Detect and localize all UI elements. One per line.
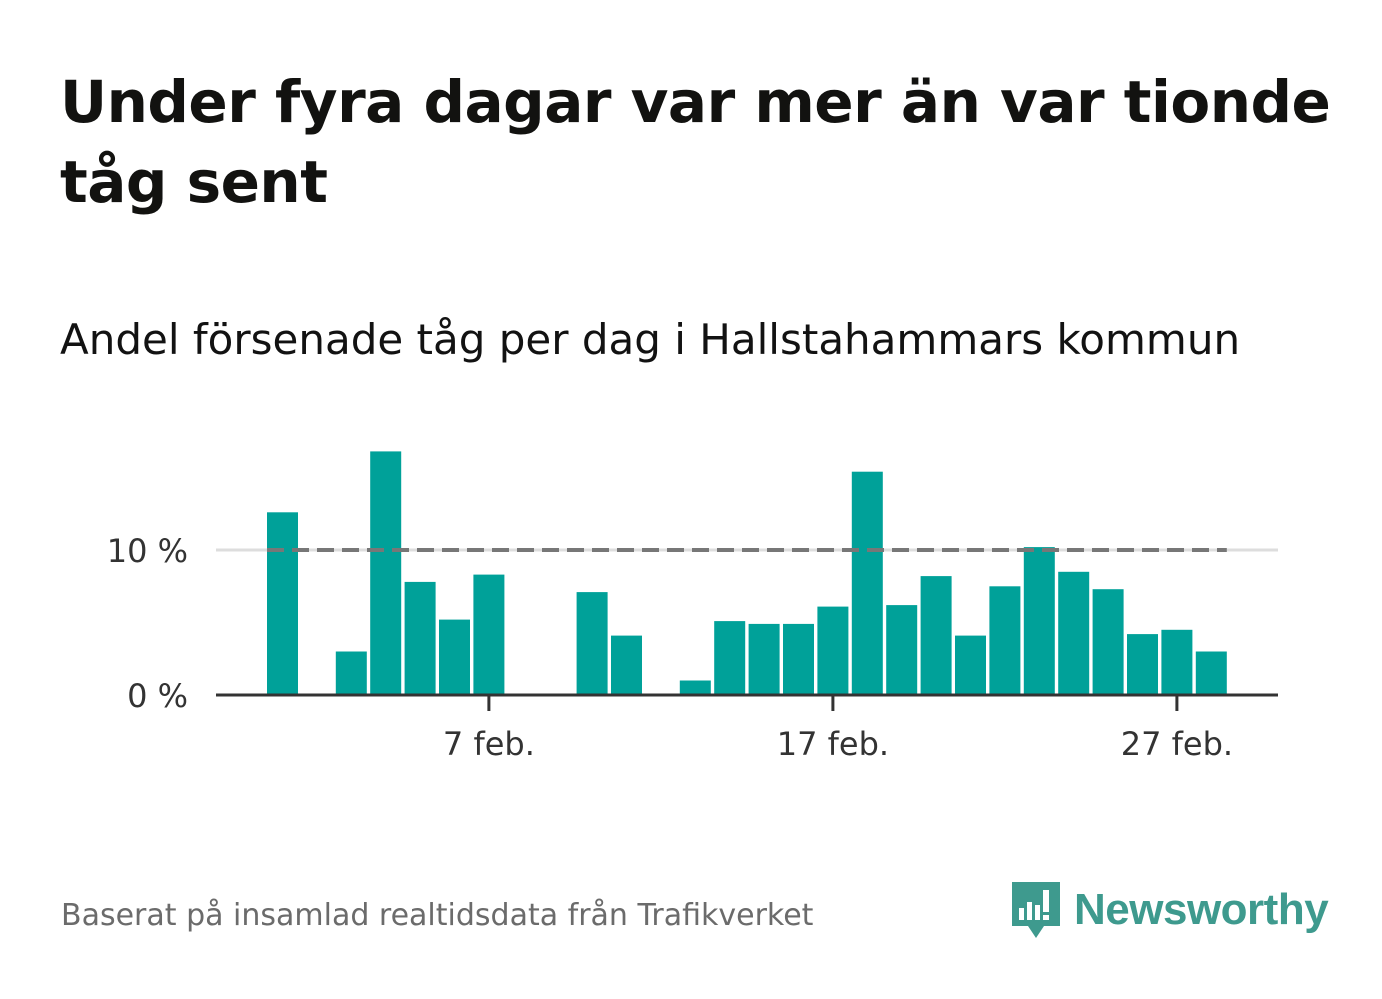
bar-17feb <box>817 606 849 695</box>
bar-13feb <box>679 680 711 695</box>
bar-20feb <box>920 576 952 695</box>
bar-18feb <box>851 471 883 695</box>
bar-1feb <box>267 512 298 695</box>
bar-7feb <box>473 574 505 695</box>
x-tick-label: 7 feb. <box>443 725 535 763</box>
bar-28feb <box>1195 651 1227 695</box>
newsworthy-logo-icon <box>1012 882 1060 938</box>
bar-11feb <box>611 635 642 695</box>
bar-23feb <box>1023 547 1055 695</box>
x-tick-label: 27 feb. <box>1121 725 1233 763</box>
bar-19feb <box>886 605 918 695</box>
bar-4feb <box>370 451 402 695</box>
x-ticks: 7 feb. 17 feb. 27 feb. <box>443 695 1233 763</box>
bar-6feb <box>439 619 470 695</box>
bar-14feb <box>714 621 746 695</box>
y-tick-label: 10 % <box>107 532 188 570</box>
bar-5feb <box>404 581 436 695</box>
bar-22feb <box>989 586 1021 696</box>
chart-subtitle: Andel försenade tåg per dag i Hallstaham… <box>60 315 1241 364</box>
source-note: Baserat på insamlad realtidsdata från Tr… <box>61 898 814 933</box>
bar-3feb <box>335 651 367 695</box>
brand-name: Newsworthy <box>1074 885 1329 934</box>
bar-10feb <box>576 592 608 695</box>
chart-title: Under fyra dagar var mer än var tionde t… <box>60 68 1331 216</box>
bar-24feb <box>1058 571 1090 696</box>
bars <box>267 451 1227 696</box>
bar-21feb <box>955 635 986 695</box>
y-tick-labels: 0 % 10 % <box>107 532 188 715</box>
bar-15feb <box>748 623 780 695</box>
bar-25feb <box>1092 589 1124 695</box>
x-tick-label: 17 feb. <box>777 725 889 763</box>
y-tick-label: 0 % <box>127 677 188 715</box>
newsworthy-logo: Newsworthy <box>1010 878 1329 942</box>
bar-26feb <box>1127 634 1158 695</box>
bar-16feb <box>783 623 814 695</box>
bar-27feb <box>1161 629 1193 696</box>
bar-chart: 7 feb. 17 feb. 27 feb. 0 % 10 % <box>107 451 1278 763</box>
